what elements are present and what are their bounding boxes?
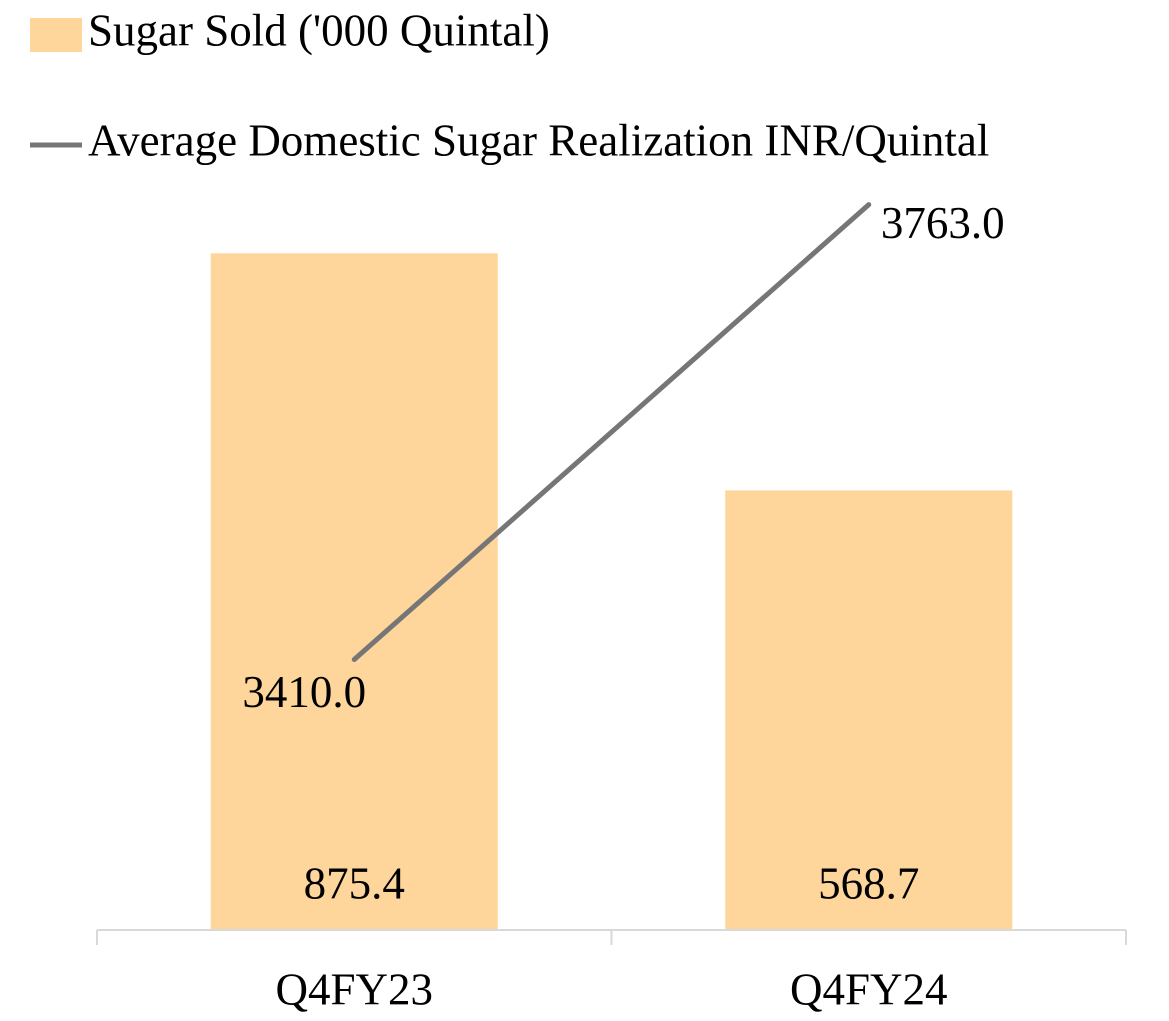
bar <box>210 253 498 930</box>
bar-value-label: 875.4 <box>304 858 405 908</box>
bar <box>725 490 1013 930</box>
line-value-label: 3410.0 <box>242 667 366 717</box>
line <box>351 202 872 662</box>
bar-value-label: 568.7 <box>818 858 919 908</box>
x-tick-label: Q4FY24 <box>790 964 948 1014</box>
legend-swatch <box>30 18 82 52</box>
line-value-label: 3763.0 <box>881 198 1005 248</box>
legend-label: Sugar Sold ('000 Quintal) <box>88 5 550 55</box>
legend-label: Average Domestic Sugar Realization INR/Q… <box>88 115 989 165</box>
x-tick-label: Q4FY23 <box>275 964 433 1014</box>
